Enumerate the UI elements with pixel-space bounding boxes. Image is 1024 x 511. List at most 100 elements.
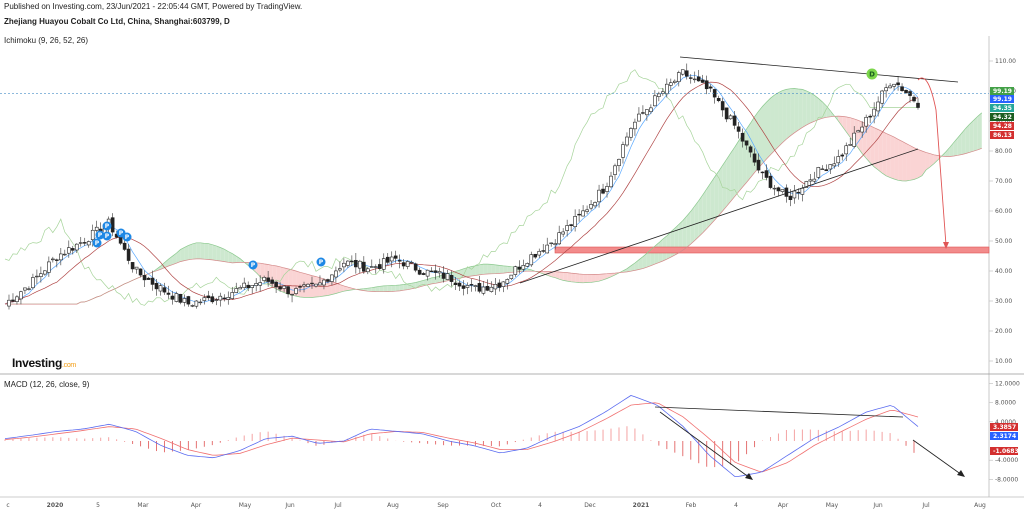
cloud-segment <box>527 268 532 272</box>
dividend-marker[interactable]: D <box>866 68 878 80</box>
event-marker-label: P <box>105 233 110 240</box>
candle-body <box>740 132 745 142</box>
candle-body <box>162 287 167 293</box>
candle-body <box>665 83 669 95</box>
candle-body <box>557 232 561 245</box>
candle <box>202 294 207 305</box>
time-tick-label: Dec <box>584 502 596 509</box>
candle <box>178 293 183 305</box>
candle <box>868 114 872 124</box>
candle <box>254 278 258 292</box>
cloud-segment <box>339 284 344 293</box>
event-marker-p[interactable]: P <box>316 257 326 267</box>
cloud-segment <box>200 242 205 260</box>
cloud-segment <box>551 271 556 278</box>
candle <box>290 293 294 303</box>
candle <box>609 171 613 189</box>
candle-body <box>569 224 573 226</box>
candle <box>864 114 868 133</box>
candle <box>549 242 554 247</box>
price-tag: 99.19 <box>990 95 1014 103</box>
indicator-label: Ichimoku (9, 26, 52, 26) <box>4 36 89 45</box>
candle <box>266 271 270 287</box>
candle <box>162 282 167 295</box>
published-line: Published on Investing.com, 23/Jun/2021 … <box>4 2 303 11</box>
candle <box>150 270 155 291</box>
candle <box>641 105 645 115</box>
event-marker-label: P <box>125 234 130 241</box>
candle <box>59 247 63 266</box>
candle-body <box>82 242 87 244</box>
candle-body <box>872 108 876 117</box>
event-marker-p[interactable]: P <box>248 260 258 270</box>
candle <box>222 294 227 302</box>
macd-value-tag: 3.3857 <box>990 423 1018 431</box>
price-tag-box <box>990 87 1014 95</box>
price-tag: 86.13 <box>990 131 1014 139</box>
candle-body <box>800 187 805 195</box>
cloud-segment <box>371 287 376 292</box>
candle <box>601 183 605 195</box>
candle-body <box>748 146 753 153</box>
candle-body <box>477 283 482 292</box>
event-marker-circle <box>248 260 258 270</box>
candle-body <box>573 216 577 227</box>
candle-body <box>844 145 849 155</box>
event-marker-p[interactable]: P <box>102 221 112 231</box>
cloud-segment <box>387 285 392 292</box>
candle-body <box>708 86 713 89</box>
candle-body <box>198 301 203 304</box>
event-marker-p[interactable]: P <box>122 232 132 242</box>
candle <box>629 127 633 141</box>
candle <box>314 283 318 288</box>
event-marker-p[interactable]: P <box>95 230 105 240</box>
cloud-segment <box>929 153 934 167</box>
event-marker-circle <box>92 238 102 248</box>
candle-body <box>330 274 334 282</box>
candle-body <box>613 165 617 175</box>
candle-body <box>134 266 139 270</box>
candle-body <box>649 107 653 112</box>
candle-body <box>230 292 235 299</box>
cloud-segment <box>479 264 484 275</box>
candle <box>696 69 701 82</box>
candle-body <box>290 293 294 296</box>
candle-body <box>669 82 673 86</box>
candle-body <box>31 277 35 289</box>
candle-body <box>764 170 769 178</box>
event-marker-p[interactable]: P <box>102 231 112 241</box>
event-marker-p[interactable]: P <box>92 238 102 248</box>
candle <box>86 240 91 248</box>
candle-body <box>346 260 350 266</box>
candle-body <box>732 115 737 126</box>
candle <box>350 255 354 266</box>
candle <box>158 283 163 296</box>
cloud-segment <box>921 151 926 176</box>
candle-body <box>561 231 565 235</box>
cloud-segment <box>838 116 843 127</box>
cloud-segment <box>483 264 488 275</box>
candle <box>43 270 47 276</box>
candle-body <box>326 279 330 282</box>
cloud-segment <box>710 177 715 225</box>
candle-body <box>796 191 801 194</box>
candle <box>417 267 422 276</box>
candle <box>617 158 621 172</box>
candle-body <box>589 204 593 209</box>
candle <box>206 290 211 301</box>
macd-tick-label: -8.0000 <box>995 476 1018 483</box>
price-tag-box <box>990 104 1014 112</box>
candle <box>302 281 306 293</box>
price-tick-label: 50.00 <box>995 238 1012 245</box>
candle-body <box>864 116 868 127</box>
candle-body <box>840 154 845 157</box>
time-tick-label: Sep <box>437 502 449 509</box>
candle <box>557 225 561 246</box>
candle-body <box>505 279 510 284</box>
cloud-segment <box>499 265 504 274</box>
candle <box>525 262 530 268</box>
candle-body <box>74 243 79 251</box>
cloud-segment <box>236 256 241 263</box>
candle-body <box>373 266 378 268</box>
